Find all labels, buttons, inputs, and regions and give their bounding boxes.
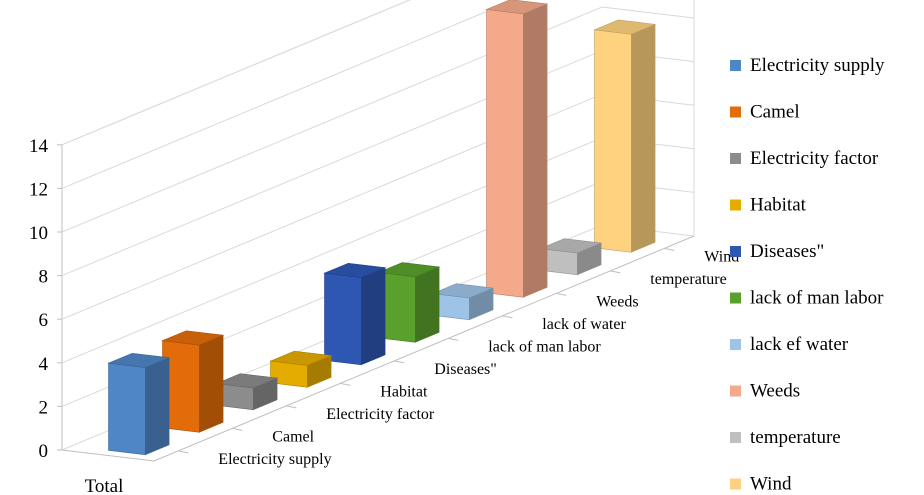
legend-swatch: [730, 106, 741, 118]
legend-label: Wind: [750, 474, 792, 495]
depth-tick-mark: [232, 427, 243, 431]
depth-tick-label: lack of water: [542, 316, 626, 333]
depth-tick-label: Electricity supply: [218, 451, 331, 468]
legend-item: Electricity factor: [730, 148, 879, 169]
legend-swatch: [730, 432, 741, 443]
legend-label: Habitat: [750, 195, 807, 216]
bar-top-face: [377, 262, 441, 278]
legend-label: Weeds: [750, 381, 800, 402]
legend-label: Camel: [750, 102, 800, 123]
legend-swatch: [730, 292, 741, 304]
legend: Electricity supply Camel Electricity facto…: [730, 55, 885, 495]
legend-item: Camel: [730, 102, 800, 123]
bar-top-face: [431, 283, 495, 299]
legend-swatch: [730, 385, 741, 397]
bar-top-face: [323, 262, 387, 278]
gridline: [61, 0, 411, 146]
depth-tick-mark: [448, 337, 459, 341]
depth-tick-mark: [340, 382, 351, 386]
y-tick-label: 8: [39, 267, 49, 288]
bar-front-face: [594, 29, 632, 253]
depth-tick-label: Electricity factor: [326, 406, 435, 423]
bar-top-face: [215, 373, 279, 389]
gridline: [61, 6, 695, 233]
depth-tick-label: Weeds: [596, 293, 638, 310]
y-tick-label: 0: [39, 441, 49, 462]
bar-side-face: [145, 357, 170, 456]
legend-swatch: [730, 199, 741, 211]
depth-tick-label: Camel: [272, 428, 314, 445]
bar: [485, 0, 549, 298]
gridline: [61, 0, 516, 189]
depth-tick-mark: [664, 247, 675, 251]
y-tick-label: 6: [39, 310, 49, 331]
bar-front-face: [486, 9, 524, 298]
legend-swatch: [730, 153, 741, 164]
legend-swatch: [730, 246, 741, 257]
legend-label: lack of man labor: [750, 288, 884, 309]
depth-tick-mark: [286, 405, 297, 409]
legend-item: Habitat: [730, 195, 807, 216]
depth-tick-mark: [394, 360, 405, 364]
depth-tick-label: Diseases": [434, 361, 497, 378]
bar-front-face: [324, 272, 362, 366]
legend-item: lack of man labor: [730, 288, 884, 309]
legend-label: Electricity factor: [750, 148, 879, 169]
bars: [107, 0, 657, 456]
legend-label: Diseases": [750, 241, 824, 262]
bar: [107, 352, 171, 456]
depth-tick-mark: [610, 270, 621, 274]
y-tick-label: 14: [29, 136, 49, 157]
y-tick-label: 4: [39, 354, 49, 375]
bar-top-face: [161, 330, 225, 346]
y-tick-label: 2: [39, 397, 49, 418]
y-axis: 0 2 4 6 8 10 12 14: [29, 136, 62, 462]
bar: [161, 330, 225, 433]
bar-top-face: [485, 0, 549, 15]
depth-tick-mark: [556, 292, 567, 296]
legend-item: Weeds: [730, 381, 800, 402]
legend-swatch: [730, 339, 741, 350]
y-tick-label: 10: [29, 223, 48, 244]
bar-side-face: [523, 3, 548, 298]
bar: [215, 373, 279, 411]
legend-label: temperature: [750, 427, 841, 448]
legend-swatch: [730, 478, 741, 490]
legend-item: Electricity supply: [730, 55, 885, 76]
bar: [377, 262, 441, 343]
bar-top-face: [539, 238, 603, 254]
bar: [593, 19, 657, 253]
bar-side-face: [199, 334, 224, 433]
depth-tick-label: Habitat: [380, 383, 428, 400]
floor-edge: [61, 235, 695, 462]
depth-tick-label: temperature: [650, 271, 726, 288]
depth-tick-mark: [502, 315, 513, 319]
bar-side-face: [415, 266, 440, 343]
x-category-label: Total: [85, 476, 124, 495]
bar: [539, 238, 603, 276]
depth-tick-label: lack of man labor: [488, 338, 601, 355]
legend-swatch: [730, 60, 741, 71]
bar-top-face: [107, 352, 171, 368]
depth-axis: Electricity supply Camel Electricity facto…: [178, 247, 739, 468]
bar: [269, 350, 333, 388]
legend-label: lack ef water: [750, 334, 849, 355]
legend-item: Wind: [730, 474, 792, 495]
bar-front-face: [108, 362, 146, 456]
bar: [431, 283, 495, 321]
legend-label: Electricity supply: [750, 55, 885, 76]
bar-top-face: [593, 19, 657, 35]
legend-item: temperature: [730, 427, 841, 448]
bar: [323, 262, 387, 366]
depth-tick-mark: [178, 450, 189, 454]
y-tick-label: 12: [29, 179, 48, 200]
legend-item: Diseases": [730, 241, 824, 262]
bar-side-face: [361, 267, 386, 366]
legend-item: lack ef water: [730, 334, 849, 355]
bar-top-face: [269, 350, 333, 366]
bar-side-face: [631, 23, 656, 253]
